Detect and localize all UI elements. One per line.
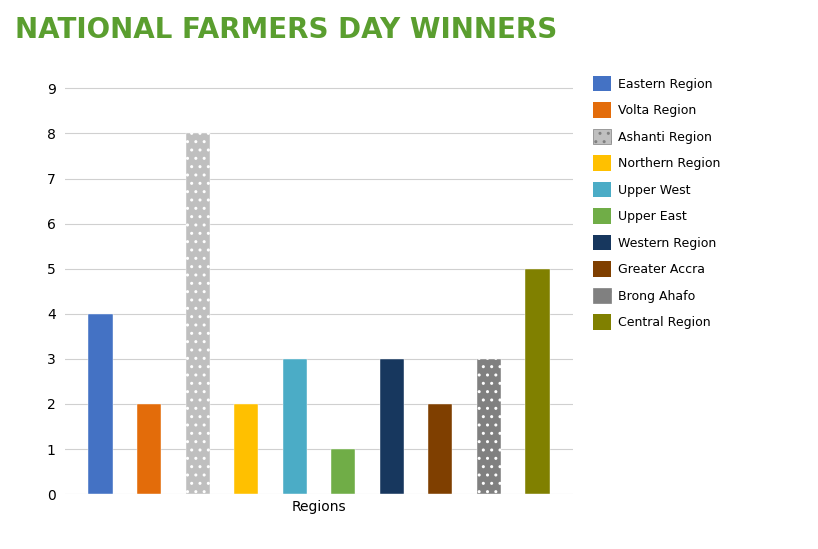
Bar	[331, 449, 355, 494]
Bar	[525, 268, 550, 494]
Bar	[186, 133, 210, 494]
Legend: Eastern Region, Volta Region, Ashanti Region, Northern Region, Upper West, Upper: Eastern Region, Volta Region, Ashanti Re…	[589, 72, 724, 333]
Bar	[477, 359, 501, 494]
Bar	[234, 404, 258, 494]
Bar	[283, 359, 307, 494]
Bar	[137, 404, 161, 494]
X-axis label: Regions: Regions	[292, 500, 346, 514]
Text: NATIONAL FARMERS DAY WINNERS: NATIONAL FARMERS DAY WINNERS	[16, 16, 557, 44]
Bar	[88, 314, 113, 494]
Bar	[428, 404, 452, 494]
Bar	[380, 359, 404, 494]
